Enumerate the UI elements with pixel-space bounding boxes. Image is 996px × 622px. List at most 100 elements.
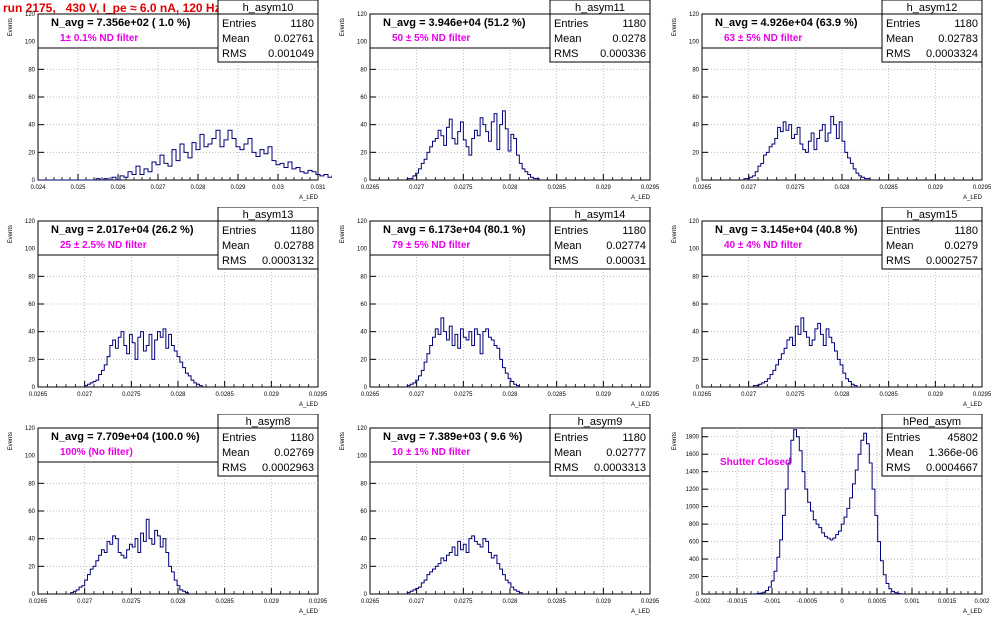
stats-label-mean: Mean bbox=[222, 240, 250, 252]
stats-value-rms: 0.0003324 bbox=[926, 48, 978, 60]
x-tick-label: 0.001 bbox=[904, 599, 920, 605]
y-tick-label: 120 bbox=[25, 12, 36, 18]
stats-box bbox=[881, 414, 983, 477]
y-tick-label: 0 bbox=[32, 592, 36, 598]
y-tick-label: 1000 bbox=[686, 505, 700, 511]
y-tick-label: 40 bbox=[28, 123, 35, 129]
y-axis-label: Events bbox=[340, 18, 346, 36]
navg-box bbox=[369, 220, 553, 256]
x-tick-label: 0.025 bbox=[70, 185, 86, 191]
histogram-svg: 0.0265 0.027 0.0275 0.028 0.0285 0.029 0.0295 0… bbox=[8, 414, 328, 615]
x-tick-label: 0.029 bbox=[596, 392, 612, 398]
stats-value-entries: 1180 bbox=[290, 225, 314, 237]
y-tick-label: 0 bbox=[32, 385, 36, 391]
stats-label-rms: RMS bbox=[886, 255, 910, 267]
x-tick-label: -0.001 bbox=[763, 599, 781, 605]
x-tick-label: 0.028 bbox=[502, 392, 518, 398]
navg-box bbox=[37, 427, 221, 463]
y-tick-label: 100 bbox=[689, 247, 700, 253]
stats-label-mean: Mean bbox=[886, 447, 914, 459]
stats-value-entries: 1180 bbox=[290, 432, 314, 444]
y-tick-label: 20 bbox=[692, 150, 699, 156]
x-tick-label: 0.027 bbox=[409, 392, 425, 398]
x-axis-label: A_LED bbox=[631, 609, 651, 615]
y-axis-label: Events bbox=[8, 225, 14, 243]
y-tick-label: 100 bbox=[357, 40, 368, 46]
y-axis-label: Events bbox=[8, 18, 14, 36]
x-tick-label: 0.0285 bbox=[879, 185, 898, 191]
y-tick-label: 200 bbox=[689, 575, 700, 581]
x-tick-label: 0.031 bbox=[310, 185, 326, 191]
stats-box bbox=[549, 207, 651, 270]
y-tick-label: 120 bbox=[689, 12, 700, 18]
y-tick-label: 60 bbox=[28, 302, 35, 308]
x-tick-label: 0.0275 bbox=[454, 185, 473, 191]
x-tick-label: 0.0295 bbox=[641, 185, 660, 191]
x-tick-label: 0.0295 bbox=[309, 392, 328, 398]
x-tick-label: 0.029 bbox=[264, 599, 280, 605]
navg-box bbox=[701, 13, 885, 49]
stats-box bbox=[217, 0, 319, 63]
x-tick-label: -0.002 bbox=[693, 599, 711, 605]
navg-box bbox=[701, 220, 885, 256]
y-tick-label: 80 bbox=[28, 67, 35, 73]
y-tick-label: 120 bbox=[25, 219, 36, 225]
x-axis-label: A_LED bbox=[299, 609, 319, 615]
stats-value-rms: 0.000336 bbox=[600, 48, 646, 60]
histogram-series bbox=[752, 317, 858, 387]
stats-value-mean: 0.02774 bbox=[606, 240, 646, 252]
navg-text: N_avg = 3.946e+04 (51.2 %) bbox=[383, 17, 526, 29]
stats-value-mean: 1.366e-06 bbox=[928, 447, 978, 459]
x-tick-label: 0.0285 bbox=[547, 392, 566, 398]
y-tick-label: 0 bbox=[696, 592, 700, 598]
stats-label-entries: Entries bbox=[886, 225, 921, 237]
stats-box bbox=[549, 414, 651, 477]
y-tick-label: 0 bbox=[696, 178, 700, 184]
y-tick-label: 40 bbox=[28, 330, 35, 336]
y-tick-label: 120 bbox=[357, 426, 368, 432]
filter-annotation: 63 ± 5% ND filter bbox=[724, 33, 802, 44]
y-tick-label: 20 bbox=[28, 564, 35, 570]
histogram-series bbox=[40, 129, 332, 181]
stats-label-mean: Mean bbox=[222, 33, 250, 45]
x-axis-label: A_LED bbox=[963, 402, 983, 408]
histogram-svg: -0.002 -0.0015 -0.001 -0.0005 0 0.0005 0.001 0.… bbox=[672, 414, 990, 615]
x-tick-label: 0.0295 bbox=[309, 599, 328, 605]
stats-value-rms: 0.0002963 bbox=[262, 462, 314, 474]
y-tick-label: 0 bbox=[364, 592, 368, 598]
x-tick-label: 0.0005 bbox=[868, 599, 887, 605]
x-tick-label: 0.027 bbox=[741, 392, 757, 398]
x-tick-label: 0.029 bbox=[928, 185, 944, 191]
histogram-panel-h_asym9: 0.0265 0.027 0.0275 0.028 0.0285 0.029 0.0295 0… bbox=[332, 414, 664, 621]
filter-annotation: 40 ± 4% ND filter bbox=[724, 240, 802, 251]
x-tick-label: 0.0275 bbox=[786, 185, 805, 191]
histogram-series bbox=[70, 518, 189, 594]
y-axis-label: Events bbox=[672, 18, 678, 36]
histogram-series bbox=[406, 535, 523, 594]
x-tick-label: 0.0265 bbox=[693, 185, 712, 191]
histogram-panel-h_asym15: 0.0265 0.027 0.0275 0.028 0.0285 0.029 0.0295 0… bbox=[664, 207, 996, 414]
x-tick-label: 0.0265 bbox=[29, 599, 48, 605]
histogram-panel-h_asym11: 0.0265 0.027 0.0275 0.028 0.0285 0.029 0.0295 0… bbox=[332, 0, 664, 207]
x-tick-label: 0.027 bbox=[77, 392, 93, 398]
filter-annotation: 10 ± 1% ND filter bbox=[392, 447, 470, 458]
y-tick-label: 60 bbox=[28, 509, 35, 515]
filter-annotation: 1± 0.1% ND filter bbox=[60, 33, 138, 44]
x-tick-label: 0 bbox=[840, 599, 844, 605]
stats-value-entries: 1180 bbox=[954, 18, 978, 30]
y-tick-label: 100 bbox=[25, 40, 36, 46]
y-tick-label: 20 bbox=[28, 150, 35, 156]
x-tick-label: 0.028 bbox=[502, 185, 518, 191]
stats-label-rms: RMS bbox=[886, 462, 910, 474]
x-tick-label: 0.0275 bbox=[122, 392, 141, 398]
histogram-name: h_asym9 bbox=[578, 416, 623, 428]
x-tick-label: 0.028 bbox=[190, 185, 206, 191]
x-axis-label: A_LED bbox=[299, 195, 319, 201]
stats-value-rms: 0.001049 bbox=[268, 48, 314, 60]
histogram-name: h_asym12 bbox=[907, 2, 958, 14]
x-axis-label: A_LED bbox=[299, 402, 319, 408]
filter-annotation: 79 ± 5% ND filter bbox=[392, 240, 470, 251]
x-tick-label: 0.0285 bbox=[215, 599, 234, 605]
y-tick-label: 80 bbox=[360, 481, 367, 487]
y-tick-label: 80 bbox=[28, 481, 35, 487]
